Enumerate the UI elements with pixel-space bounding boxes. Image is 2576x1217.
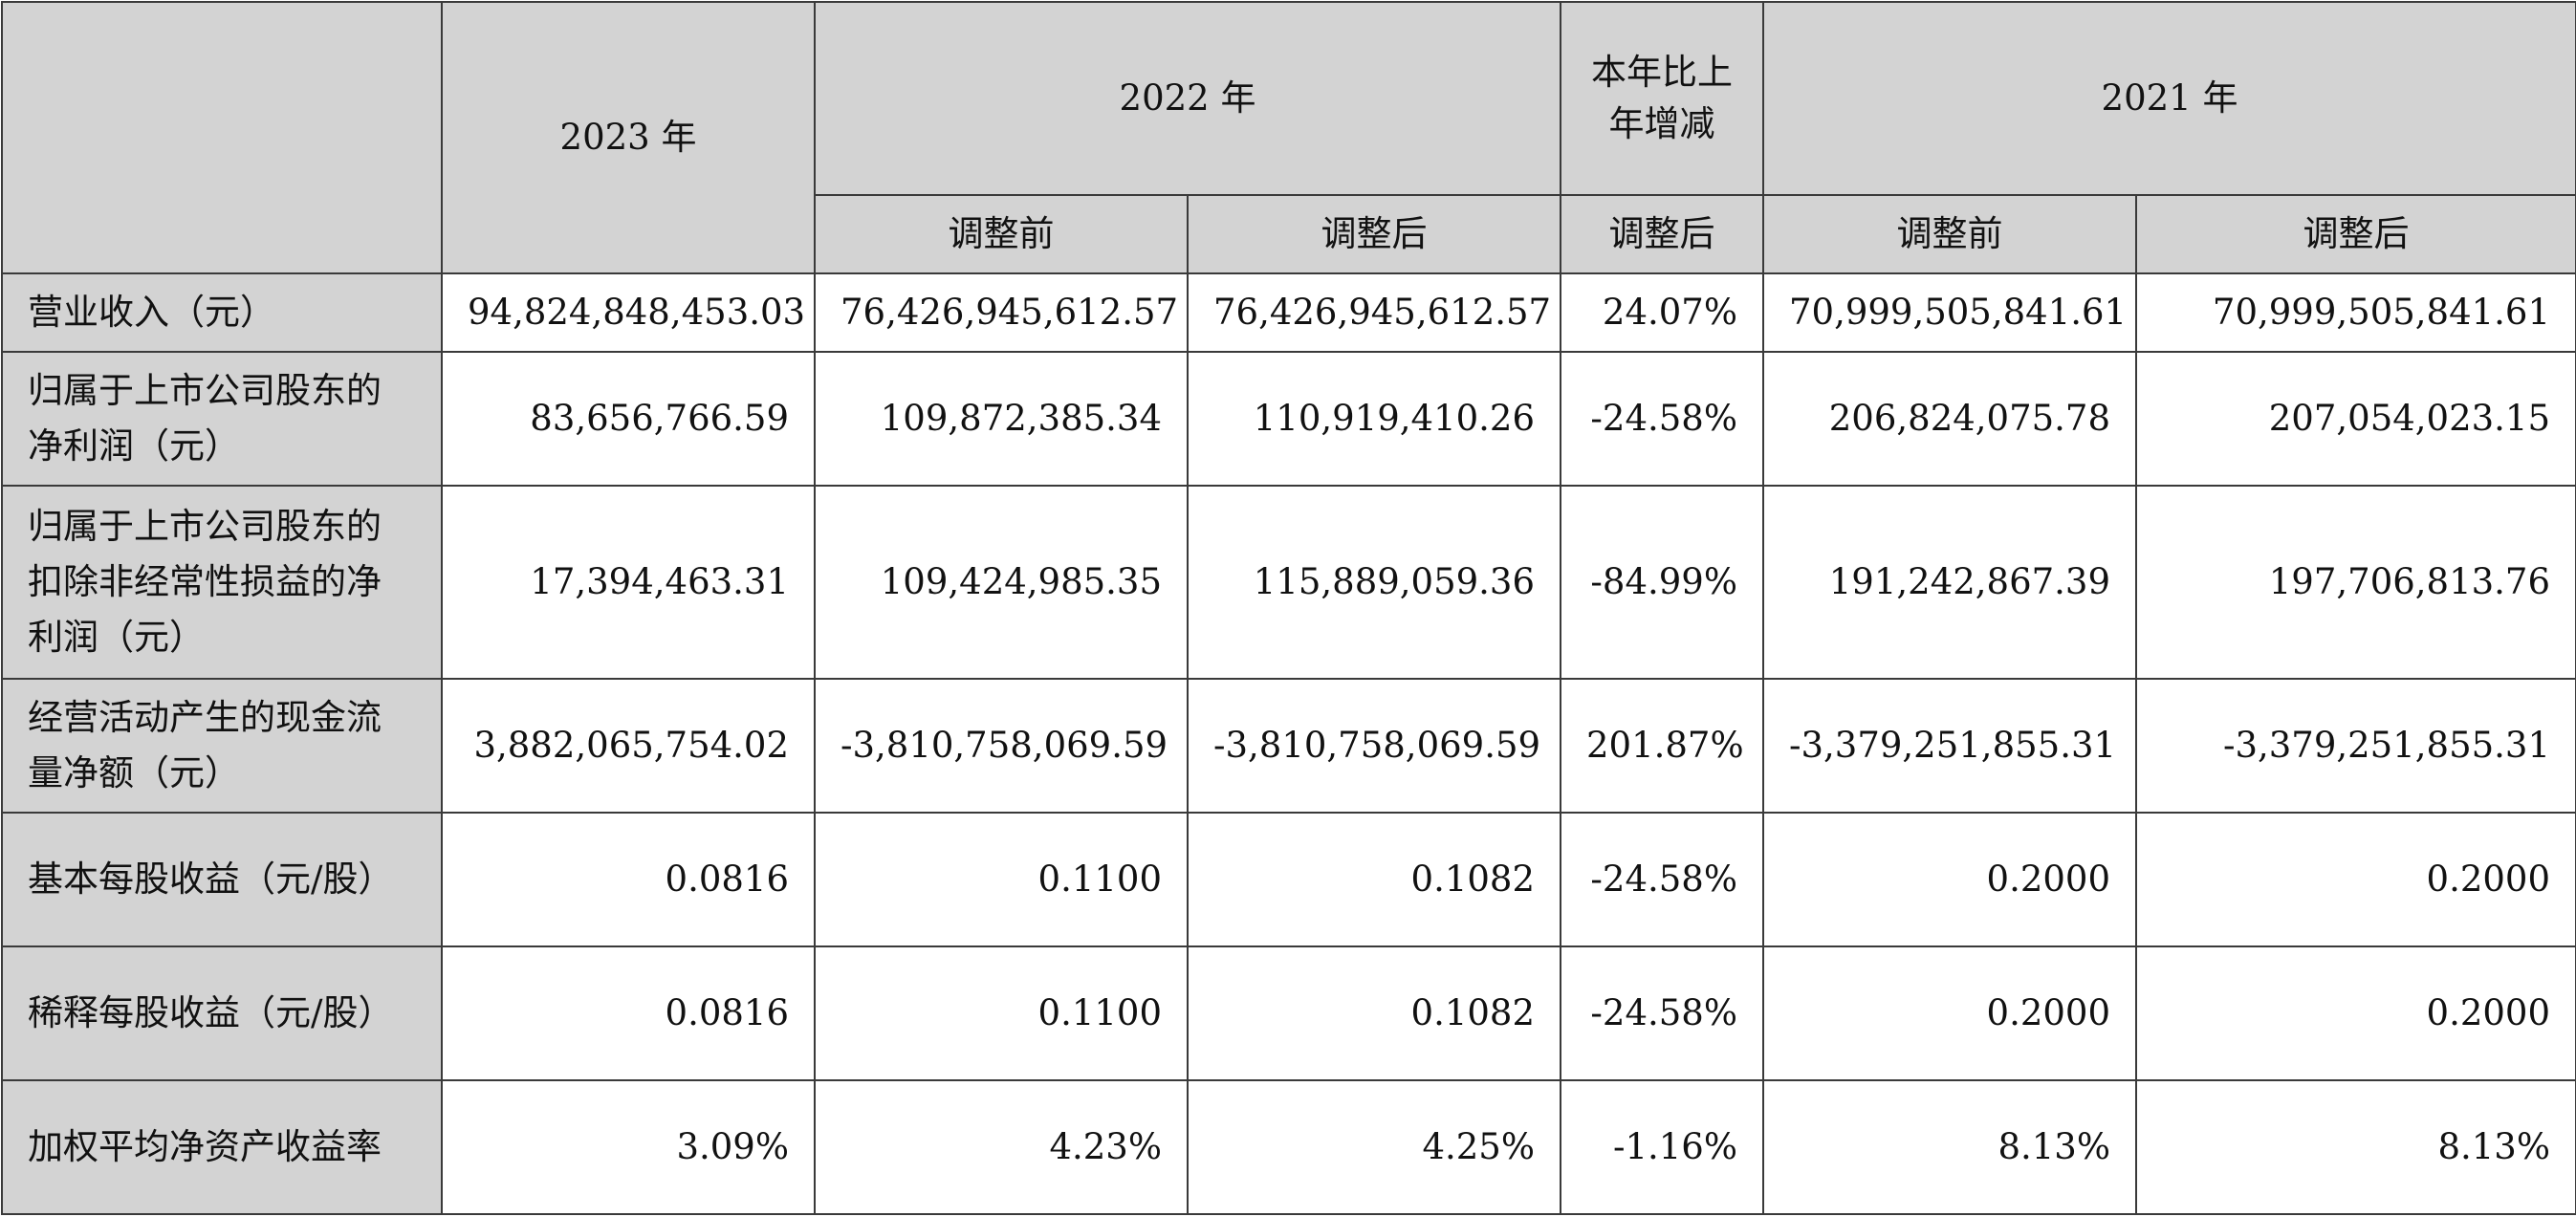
row-label: 归属于上市公司股东的扣除非经常性损益的净利润（元） xyxy=(1,485,443,680)
value-change: -84.99% xyxy=(1560,485,1764,680)
value-2022-before: 4.23% xyxy=(814,1079,1189,1215)
header-row-years: 2023 年 2022 年 本年比上年增减 2021 年 xyxy=(1,1,2576,274)
table-row: 经营活动产生的现金流量净额（元） 3,882,065,754.02 -3,810… xyxy=(1,678,2576,814)
value-2023: 3,882,065,754.02 xyxy=(441,678,816,814)
row-label: 基本每股收益（元/股） xyxy=(1,812,443,947)
value-2021-after: 207,054,023.15 xyxy=(2135,351,2576,487)
value-change: 24.07% xyxy=(1560,272,1764,353)
header-2022-before: 调整前 xyxy=(814,194,1189,274)
value-2022-before: 109,424,985.35 xyxy=(814,485,1189,680)
value-2021-before: 8.13% xyxy=(1762,1079,2137,1215)
value-2023: 83,656,766.59 xyxy=(441,351,816,487)
table-row: 基本每股收益（元/股） 0.0816 0.1100 0.1082 -24.58%… xyxy=(1,812,2576,947)
value-2023: 17,394,463.31 xyxy=(441,485,816,680)
value-2021-before: 206,824,075.78 xyxy=(1762,351,2137,487)
value-2023: 0.0816 xyxy=(441,945,816,1081)
value-2021-before: 0.2000 xyxy=(1762,812,2137,947)
value-change: -24.58% xyxy=(1560,351,1764,487)
row-label: 经营活动产生的现金流量净额（元） xyxy=(1,678,443,814)
value-2021-after: 0.2000 xyxy=(2135,945,2576,1081)
value-2021-after: 0.2000 xyxy=(2135,812,2576,947)
header-2023: 2023 年 xyxy=(441,1,816,274)
header-2021-before: 调整前 xyxy=(1762,194,2137,274)
header-change-after: 调整后 xyxy=(1560,194,1764,274)
table-row: 归属于上市公司股东的净利润（元） 83,656,766.59 109,872,3… xyxy=(1,351,2576,487)
value-2021-after: 8.13% xyxy=(2135,1079,2576,1215)
value-2021-before: 0.2000 xyxy=(1762,945,2137,1081)
value-2022-after: 115,889,059.36 xyxy=(1187,485,1561,680)
value-2023: 3.09% xyxy=(441,1079,816,1215)
row-label: 营业收入（元） xyxy=(1,272,443,353)
header-row-adjust: 调整前 调整后 调整后 调整前 调整后 xyxy=(2,194,2576,274)
value-2022-before: 0.1100 xyxy=(814,812,1189,947)
value-2022-before: -3,810,758,069.59 xyxy=(814,678,1189,814)
table-row: 加权平均净资产收益率 3.09% 4.23% 4.25% -1.16% 8.13… xyxy=(1,1079,2576,1215)
header-2022-after: 调整后 xyxy=(1187,194,1561,274)
value-2022-before: 109,872,385.34 xyxy=(814,351,1189,487)
value-2023: 94,824,848,453.03 xyxy=(441,272,816,353)
value-2022-after: 110,919,410.26 xyxy=(1187,351,1561,487)
value-2022-after: 4.25% xyxy=(1187,1079,1561,1215)
row-label: 归属于上市公司股东的净利润（元） xyxy=(1,351,443,487)
row-label: 稀释每股收益（元/股） xyxy=(1,945,443,1081)
header-2022: 2022 年 xyxy=(814,1,1561,196)
row-label: 加权平均净资产收益率 xyxy=(1,1079,443,1215)
value-2021-after: 197,706,813.76 xyxy=(2135,485,2576,680)
value-2021-before: 191,242,867.39 xyxy=(1762,485,2137,680)
value-change: -24.58% xyxy=(1560,945,1764,1081)
value-2022-before: 0.1100 xyxy=(814,945,1189,1081)
value-change: 201.87% xyxy=(1560,678,1764,814)
table-row: 稀释每股收益（元/股） 0.0816 0.1100 0.1082 -24.58%… xyxy=(1,945,2576,1081)
table-row: 营业收入（元） 94,824,848,453.03 76,426,945,612… xyxy=(1,272,2576,353)
value-2022-after: 76,426,945,612.57 xyxy=(1187,272,1561,353)
value-2021-before: 70,999,505,841.61 xyxy=(1762,272,2137,353)
value-2022-before: 76,426,945,612.57 xyxy=(814,272,1189,353)
value-change: -1.16% xyxy=(1560,1079,1764,1215)
value-2021-after: 70,999,505,841.61 xyxy=(2135,272,2576,353)
value-2021-after: -3,379,251,855.31 xyxy=(2135,678,2576,814)
header-corner-cell xyxy=(1,1,443,274)
value-2021-before: -3,379,251,855.31 xyxy=(1762,678,2137,814)
header-2021-after: 调整后 xyxy=(2135,194,2576,274)
value-2022-after: 0.1082 xyxy=(1187,812,1561,947)
header-2021: 2021 年 xyxy=(1762,1,2576,196)
value-2023: 0.0816 xyxy=(441,812,816,947)
value-2022-after: 0.1082 xyxy=(1187,945,1561,1081)
value-change: -24.58% xyxy=(1560,812,1764,947)
header-change: 本年比上年增减 xyxy=(1560,1,1764,196)
value-2022-after: -3,810,758,069.59 xyxy=(1187,678,1561,814)
table-row: 归属于上市公司股东的扣除非经常性损益的净利润（元） 17,394,463.31 … xyxy=(1,485,2576,680)
